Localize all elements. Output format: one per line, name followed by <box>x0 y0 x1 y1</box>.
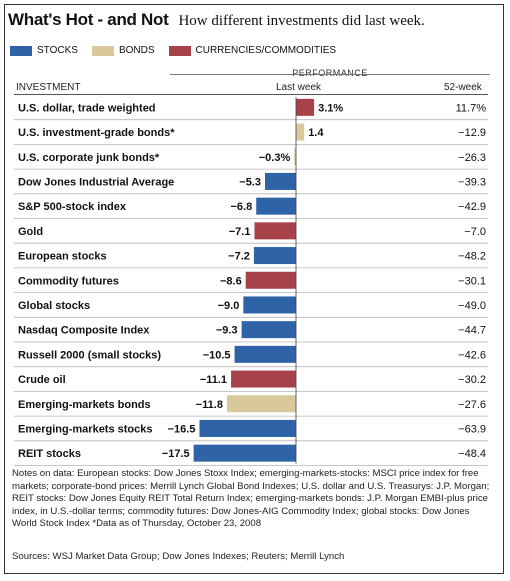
category-label: U.S. dollar, trade weighted <box>18 102 156 114</box>
header: What's Hot - and Not How different invest… <box>8 10 425 30</box>
bar <box>296 123 305 141</box>
category-label: Nasdaq Composite Index <box>18 325 150 337</box>
bar <box>193 444 296 462</box>
legend: STOCKS BONDS CURRENCIES/COMMODITIES <box>10 45 350 56</box>
bar <box>199 419 296 437</box>
bar <box>241 321 296 339</box>
value-label: 1.4 <box>308 127 324 139</box>
bar <box>243 296 296 314</box>
category-label: Dow Jones Industrial Average <box>18 176 174 188</box>
value-label: −5.3 <box>239 176 261 188</box>
bar-chart: U.S. dollar, trade weighted 3.1% 11.7% U.S.… <box>14 97 488 466</box>
bar <box>245 271 296 289</box>
value-label: −11.1 <box>200 374 227 386</box>
performance-header: PERFORMANCE <box>292 68 368 78</box>
week52-value: −42.9 <box>458 201 486 213</box>
legend-label-stocks: STOCKS <box>37 45 78 56</box>
week52-value: −30.2 <box>458 374 486 386</box>
week52-value: −39.3 <box>458 176 486 188</box>
week52-value: −48.4 <box>458 448 486 460</box>
legend-item-currencies-commodities: CURRENCIES/COMMODITIES <box>168 45 337 56</box>
category-label: U.S. investment-grade bonds* <box>18 127 175 139</box>
bar <box>253 247 296 265</box>
week52-value: −42.6 <box>458 349 486 361</box>
category-label: Commodity futures <box>18 275 119 287</box>
value-label: −6.8 <box>231 201 253 213</box>
bar <box>294 148 296 166</box>
category-label: Emerging-markets stocks <box>18 423 153 435</box>
week52-value: −7.0 <box>464 226 486 238</box>
sources: Sources: WSJ Market Data Group; Dow Jone… <box>12 551 345 562</box>
value-label: −16.5 <box>168 423 196 435</box>
header-rule <box>14 94 488 95</box>
performance-rule <box>170 74 490 75</box>
value-label: −9.0 <box>218 300 240 312</box>
value-label: −0.3% <box>259 152 291 164</box>
category-label: REIT stocks <box>18 448 81 460</box>
legend-item-stocks: STOCKS <box>10 45 78 56</box>
last-week-column-header: Last week <box>276 82 322 93</box>
value-label: −11.8 <box>196 399 223 411</box>
bar <box>231 370 296 388</box>
category-label: Emerging-markets bonds <box>18 399 151 411</box>
chart-title: What's Hot - and Not <box>8 10 169 29</box>
bar <box>226 395 296 413</box>
category-label: Gold <box>18 226 43 238</box>
value-label: 3.1% <box>318 102 343 114</box>
week52-value: −12.9 <box>458 127 486 139</box>
notes: Notes on data: European stocks: Dow Jone… <box>12 468 490 529</box>
bar <box>254 222 296 240</box>
legend-item-bonds: BONDS <box>91 45 155 56</box>
category-label: Global stocks <box>18 300 90 312</box>
legend-swatch-currencies-commodities <box>168 45 191 56</box>
bar <box>264 172 296 190</box>
week52-value: −63.9 <box>458 423 486 435</box>
legend-label-currencies-commodities: CURRENCIES/COMMODITIES <box>195 45 337 56</box>
category-label: Crude oil <box>18 374 66 386</box>
week52-value: 11.7% <box>456 102 487 114</box>
value-label: −10.5 <box>203 349 231 361</box>
week52-value: −27.6 <box>458 399 486 411</box>
week52-value: −49.0 <box>458 300 486 312</box>
value-label: −17.5 <box>162 448 190 460</box>
category-label: European stocks <box>18 251 107 263</box>
week52-value: −26.3 <box>458 152 486 164</box>
investment-column-header: INVESTMENT <box>16 82 81 93</box>
legend-swatch-stocks <box>10 45 32 56</box>
category-label: Russell 2000 (small stocks) <box>18 349 161 361</box>
week52-value: −30.1 <box>458 275 486 287</box>
bar <box>234 345 296 363</box>
value-label: −7.1 <box>229 226 251 238</box>
legend-label-bonds: BONDS <box>118 45 155 56</box>
category-label: U.S. corporate junk bonds* <box>18 152 160 164</box>
legend-swatch-bonds <box>91 45 114 56</box>
bar <box>256 197 296 215</box>
bar <box>296 98 315 116</box>
value-label: −9.3 <box>216 325 238 337</box>
category-label: S&P 500-stock index <box>18 201 127 213</box>
chart-frame <box>4 4 504 574</box>
value-label: −7.2 <box>228 251 250 263</box>
value-label: −8.6 <box>220 275 242 287</box>
week52-value: −44.7 <box>458 325 486 337</box>
week52-value: −48.2 <box>458 251 486 263</box>
week52-column-header: 52-week <box>444 82 482 93</box>
chart-subtitle: How different investments did last week. <box>178 13 425 29</box>
